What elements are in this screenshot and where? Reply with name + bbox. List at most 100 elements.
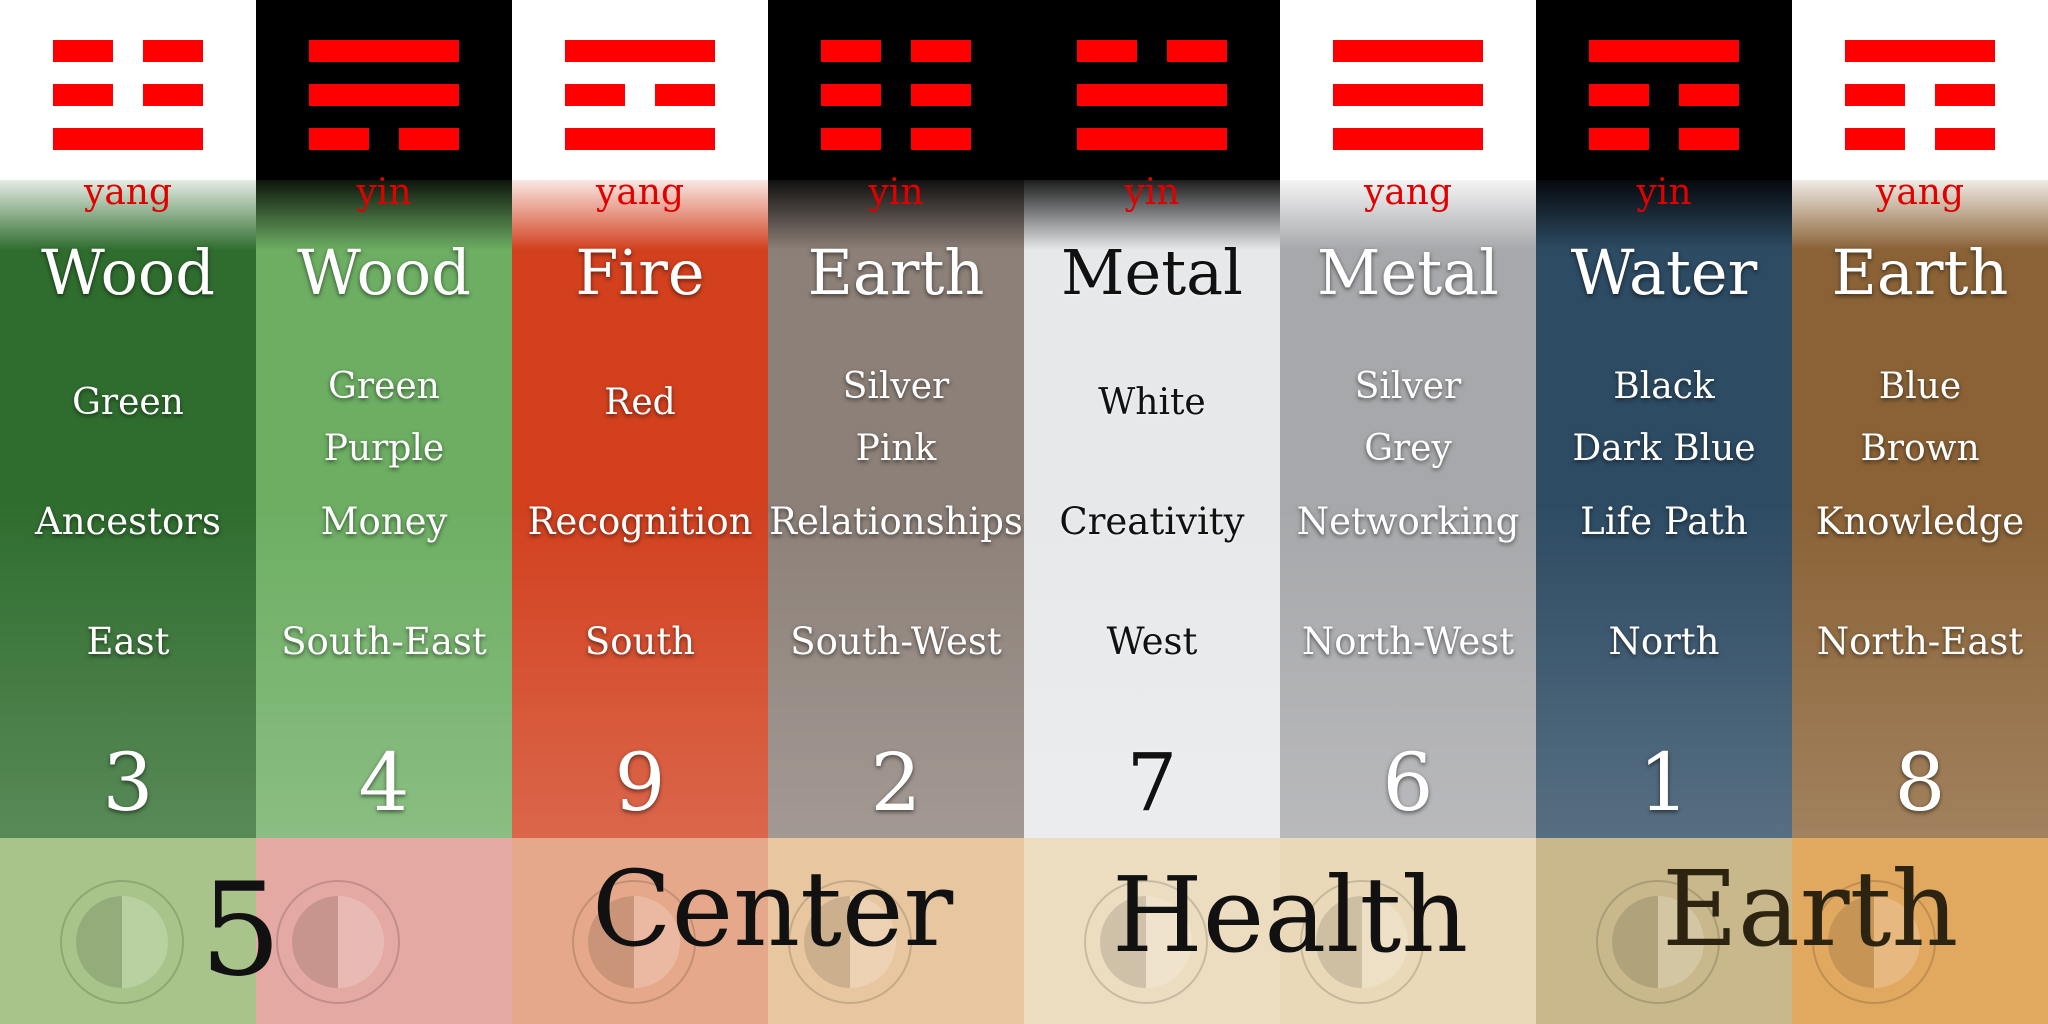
- direction-label: East: [86, 620, 170, 663]
- center-word: Center: [592, 848, 954, 970]
- trigram-solid-line: [1333, 128, 1483, 150]
- trigram-icon: [565, 40, 715, 170]
- band-cell: [256, 838, 512, 1024]
- trigram-icon: [821, 40, 971, 170]
- color-label: Pink: [855, 428, 937, 469]
- polarity-label: yang: [1363, 172, 1453, 213]
- colors-list: Green: [0, 372, 256, 434]
- health-word: Health: [1112, 854, 1469, 976]
- trigram-solid-line: [1077, 128, 1227, 150]
- life-area-label: Relationships: [769, 500, 1023, 543]
- colors-list: Green Purple: [256, 356, 512, 480]
- band-cell: [512, 838, 768, 1024]
- column-header: [1792, 0, 2048, 180]
- yin-yang-icon: [788, 880, 912, 1004]
- color-label: Silver: [1354, 366, 1462, 407]
- trigram-icon: [53, 40, 203, 170]
- direction-label: West: [1106, 620, 1198, 663]
- yin-yang-icon: [276, 880, 400, 1004]
- element-label: Fire: [575, 236, 705, 309]
- trigram-broken-line: [1845, 84, 1995, 106]
- life-area-label: Knowledge: [1815, 500, 2025, 543]
- trigram-broken-line: [821, 84, 971, 106]
- number-label: 2: [870, 736, 922, 829]
- colors-list: White: [1024, 372, 1280, 434]
- header-fade: [1792, 170, 2048, 250]
- band-cell: [0, 838, 256, 1024]
- trigram-broken-line: [53, 40, 203, 62]
- column-east: yang Wood Green Ancestors East 3: [0, 0, 256, 840]
- color-label: Grey: [1364, 428, 1452, 469]
- direction-label: South: [584, 620, 696, 663]
- trigram-icon: [1333, 40, 1483, 170]
- trigram-solid-line: [1589, 40, 1739, 62]
- yin-yang-icon: [1084, 880, 1208, 1004]
- direction-label: North-West: [1301, 620, 1515, 663]
- polarity-label: yin: [1124, 172, 1180, 213]
- trigram-broken-line: [565, 84, 715, 106]
- trigram-solid-line: [1845, 40, 1995, 62]
- number-label: 9: [614, 736, 666, 829]
- direction-label: North-East: [1816, 620, 2024, 663]
- colors-list: Silver Pink: [768, 356, 1024, 480]
- header-fade: [256, 170, 512, 250]
- trigram-broken-line: [1589, 84, 1739, 106]
- color-label: Red: [604, 382, 676, 423]
- colors-list: Black Dark Blue: [1536, 356, 1792, 480]
- number-label: 8: [1894, 736, 1946, 829]
- element-label: Earth: [1831, 236, 2009, 309]
- element-label: Earth: [807, 236, 985, 309]
- column-header: [768, 0, 1024, 180]
- life-area-label: Ancestors: [35, 500, 221, 543]
- band-cell: [1280, 838, 1536, 1024]
- polarity-label: yang: [1875, 172, 1965, 213]
- polarity-label: yang: [83, 172, 173, 213]
- element-label: Wood: [41, 236, 215, 309]
- trigram-solid-line: [1077, 84, 1227, 106]
- element-label: Wood: [297, 236, 471, 309]
- trigram-broken-line: [1589, 128, 1739, 150]
- trigram-solid-line: [565, 128, 715, 150]
- band-cell: [1024, 838, 1280, 1024]
- polarity-label: yang: [595, 172, 685, 213]
- column-west: yin Metal White Creativity West 7: [1024, 0, 1280, 840]
- polarity-label: yin: [868, 172, 924, 213]
- header-fade: [0, 170, 256, 250]
- trigram-icon: [1845, 40, 1995, 170]
- yin-yang-icon: [1300, 880, 1424, 1004]
- trigram-broken-line: [1077, 40, 1227, 62]
- color-label: Blue: [1878, 366, 1962, 407]
- column-header: [512, 0, 768, 180]
- column-north: yin Water Black Dark Blue Life Path North 1: [1536, 0, 1792, 840]
- column-header: [0, 0, 256, 180]
- trigram-solid-line: [309, 40, 459, 62]
- header-fade: [1280, 170, 1536, 250]
- number-label: 3: [102, 736, 154, 829]
- column-south-west: yin Earth Silver Pink Relationships South-Wes…: [768, 0, 1024, 840]
- trigram-broken-line: [821, 40, 971, 62]
- header-fade: [1024, 170, 1280, 250]
- yin-yang-icon: [1812, 880, 1936, 1004]
- column-header: [1536, 0, 1792, 180]
- column-south: yang Fire Red Recognition South 9: [512, 0, 768, 840]
- life-area-label: Creativity: [1059, 500, 1245, 543]
- colors-list: Red: [512, 372, 768, 434]
- header-fade: [1536, 170, 1792, 250]
- color-label: Brown: [1860, 428, 1980, 469]
- direction-label: North: [1608, 620, 1720, 663]
- trigram-icon: [1589, 40, 1739, 170]
- center-number: 5: [200, 856, 282, 1005]
- trigram-broken-line: [53, 84, 203, 106]
- earth-word: Earth: [1662, 848, 1959, 970]
- trigram-solid-line: [309, 84, 459, 106]
- number-label: 7: [1126, 736, 1178, 829]
- column-north-west: yang Metal Silver Grey Networking North-West 6: [1280, 0, 1536, 840]
- color-label: Purple: [323, 428, 445, 469]
- color-label: Silver: [842, 366, 950, 407]
- number-label: 6: [1382, 736, 1434, 829]
- trigram-icon: [309, 40, 459, 170]
- polarity-label: yin: [356, 172, 412, 213]
- band-cell: [1536, 838, 1792, 1024]
- color-label: Dark Blue: [1572, 428, 1756, 469]
- element-label: Water: [1570, 236, 1758, 309]
